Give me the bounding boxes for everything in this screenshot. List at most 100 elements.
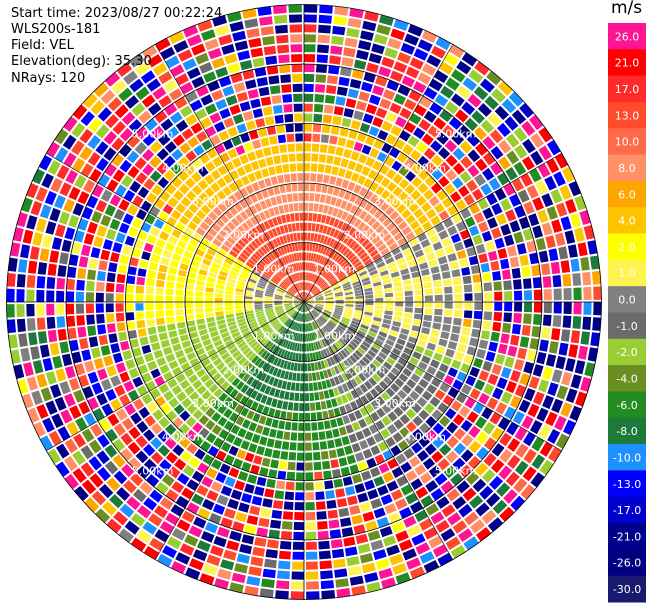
velocity-gate	[274, 440, 282, 449]
velocity-gate	[172, 417, 184, 429]
velocity-gate	[301, 282, 304, 291]
velocity-gate	[328, 388, 335, 398]
velocity-gate	[122, 350, 133, 361]
velocity-gate	[343, 190, 352, 201]
velocity-gate	[237, 341, 247, 349]
velocity-gate	[337, 137, 347, 147]
velocity-gate	[39, 204, 52, 219]
velocity-gate	[56, 164, 70, 180]
velocity-gate	[216, 319, 226, 326]
velocity-gate	[278, 550, 291, 560]
velocity-gate	[438, 175, 450, 188]
velocity-gate	[479, 485, 494, 500]
velocity-gate	[304, 113, 313, 122]
velocity-gate	[304, 173, 310, 182]
velocity-gate	[354, 483, 366, 494]
velocity-gate	[372, 373, 382, 383]
velocity-gate	[119, 503, 135, 518]
velocity-gate	[310, 285, 316, 293]
velocity-gate	[367, 169, 378, 180]
velocity-gate	[468, 425, 481, 439]
velocity-gate	[284, 491, 294, 501]
velocity-gate	[232, 157, 242, 168]
velocity-gate	[89, 168, 102, 182]
velocity-gate	[350, 323, 359, 329]
velocity-gate	[241, 222, 250, 232]
velocity-gate	[262, 35, 275, 46]
velocity-gate	[204, 378, 215, 389]
velocity-gate	[280, 315, 287, 321]
velocity-gate	[196, 540, 211, 552]
velocity-gate	[284, 371, 290, 380]
velocity-gate	[304, 242, 307, 251]
velocity-gate	[241, 461, 252, 472]
velocity-gate	[428, 465, 442, 478]
velocity-gate	[510, 370, 521, 383]
velocity-gate	[136, 385, 148, 397]
velocity-gate	[250, 193, 259, 203]
velocity-gate	[496, 482, 511, 497]
velocity-gate	[149, 155, 162, 168]
velocity-gate	[80, 163, 94, 177]
velocity-gate	[69, 339, 79, 352]
velocity-gate	[239, 543, 252, 555]
velocity-gate	[301, 292, 304, 300]
velocity-gate	[291, 561, 304, 570]
velocity-gate	[417, 72, 432, 85]
velocity-gate	[424, 302, 433, 308]
velocity-gate	[418, 119, 431, 131]
velocity-gate	[385, 436, 396, 448]
velocity-gate	[392, 276, 401, 283]
velocity-gate	[197, 323, 207, 331]
velocity-gate	[83, 412, 97, 426]
velocity-gate	[539, 339, 549, 352]
velocity-gate	[165, 353, 176, 363]
velocity-gate	[160, 403, 172, 415]
velocity-gate	[165, 451, 178, 464]
velocity-gate	[286, 193, 293, 203]
velocity-gate	[259, 277, 268, 284]
velocity-gate	[176, 321, 186, 329]
velocity-gate	[175, 373, 186, 383]
velocity-gate	[266, 288, 275, 293]
velocity-gate	[490, 162, 503, 176]
velocity-gate	[272, 238, 279, 248]
velocity-gate	[341, 117, 352, 128]
velocity-gate	[435, 345, 446, 355]
velocity-gate	[292, 83, 303, 92]
velocity-gate	[371, 43, 385, 55]
velocity-gate	[156, 162, 169, 175]
velocity-gate	[265, 156, 274, 166]
velocity-gate	[514, 144, 528, 159]
velocity-gate	[315, 303, 324, 306]
velocity-gate	[155, 287, 164, 295]
velocity-gate	[336, 363, 344, 373]
velocity-gate	[122, 213, 134, 225]
velocity-gate	[103, 355, 114, 367]
velocity-gate	[235, 338, 245, 346]
velocity-gate	[580, 257, 590, 271]
velocity-gate	[308, 203, 314, 212]
velocity-gate	[556, 385, 569, 400]
velocity-gate	[326, 226, 332, 236]
velocity-gate	[267, 218, 275, 228]
velocity-gate	[154, 505, 168, 519]
velocity-gate	[414, 345, 425, 354]
velocity-gate	[311, 274, 316, 282]
colorbar-segment	[608, 496, 646, 524]
velocity-gate	[192, 409, 204, 420]
velocity-gate	[542, 276, 552, 288]
velocity-gate	[290, 213, 295, 222]
velocity-gate	[423, 560, 440, 573]
velocity-gate	[77, 326, 87, 338]
velocity-gate	[348, 412, 357, 422]
velocity-gate	[283, 255, 289, 264]
velocity-gate	[248, 129, 259, 140]
velocity-gate	[332, 187, 340, 197]
velocity-gate	[439, 109, 453, 123]
velocity-gate	[461, 383, 472, 395]
velocity-gate	[497, 417, 511, 431]
velocity-gate	[272, 367, 279, 377]
velocity-gate	[165, 303, 174, 310]
velocity-gate	[494, 291, 503, 301]
